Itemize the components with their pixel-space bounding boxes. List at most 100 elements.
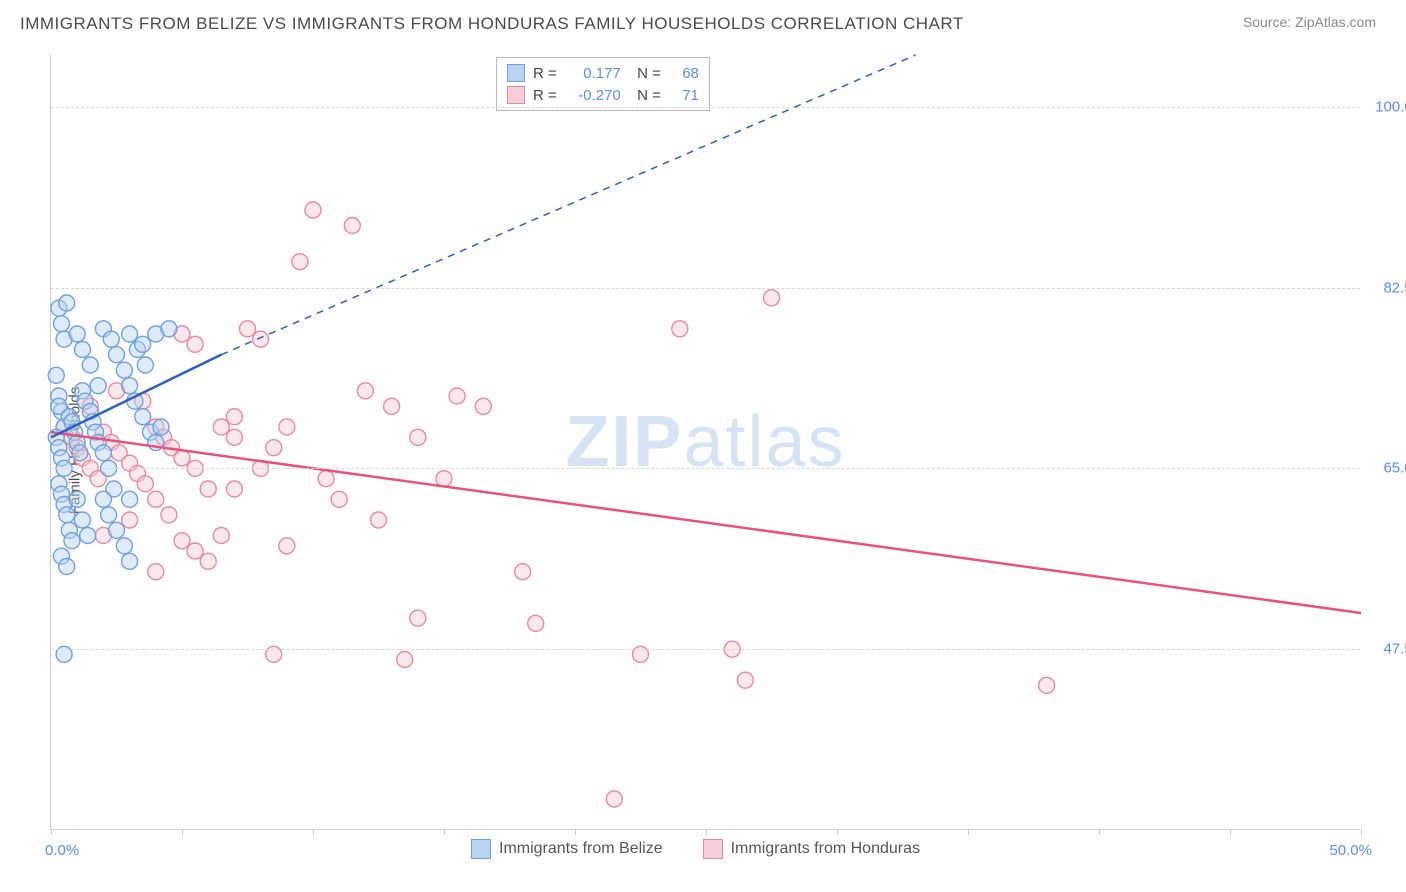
data-point: [135, 336, 151, 352]
data-point: [357, 383, 373, 399]
chart-plot-area: ZIPatlas Family Households R = 0.177 N =…: [50, 55, 1360, 830]
data-point: [397, 652, 413, 668]
n-value-honduras: 71: [669, 87, 699, 104]
gridline: [51, 649, 1360, 650]
data-point: [384, 398, 400, 414]
y-tick-label: 100.0%: [1375, 98, 1406, 115]
data-point: [737, 672, 753, 688]
data-point: [69, 326, 85, 342]
data-point: [122, 491, 138, 507]
n-label: N =: [629, 65, 661, 82]
data-point: [59, 295, 75, 311]
data-point: [187, 336, 203, 352]
data-point: [318, 471, 334, 487]
data-point: [174, 533, 190, 549]
legend-item-honduras: Immigrants from Honduras: [703, 839, 920, 859]
data-point: [226, 409, 242, 425]
y-tick-label: 65.0%: [1383, 460, 1406, 477]
data-point: [82, 357, 98, 373]
data-point: [606, 791, 622, 807]
data-point: [135, 409, 151, 425]
data-point: [305, 202, 321, 218]
data-point: [528, 615, 544, 631]
legend-label-honduras: Immigrants from Honduras: [731, 840, 920, 858]
data-point: [137, 357, 153, 373]
data-point: [410, 610, 426, 626]
data-point: [266, 440, 282, 456]
data-point: [148, 491, 164, 507]
x-tick: [1099, 829, 1100, 835]
r-label: R =: [533, 65, 557, 82]
data-point: [64, 533, 80, 549]
legend-item-belize: Immigrants from Belize: [471, 839, 663, 859]
x-tick: [51, 829, 52, 835]
n-value-belize: 68: [669, 65, 699, 82]
source-attribution: Source: ZipAtlas.com: [1243, 14, 1376, 30]
legend-label-belize: Immigrants from Belize: [499, 840, 663, 858]
x-tick-label-right: 50.0%: [1329, 842, 1372, 859]
data-point: [213, 419, 229, 435]
data-point: [344, 218, 360, 234]
data-point: [279, 419, 295, 435]
x-tick: [182, 829, 183, 835]
chart-title: IMMIGRANTS FROM BELIZE VS IMMIGRANTS FRO…: [20, 14, 964, 34]
swatch-honduras: [703, 839, 723, 859]
data-point: [161, 321, 177, 337]
data-point: [213, 528, 229, 544]
r-value-belize: 0.177: [565, 65, 621, 82]
data-point: [253, 331, 269, 347]
swatch-honduras: [507, 86, 525, 104]
data-point: [148, 564, 164, 580]
data-point: [137, 476, 153, 492]
x-tick: [313, 829, 314, 835]
data-point: [101, 507, 117, 523]
data-point: [153, 419, 169, 435]
data-point: [103, 331, 119, 347]
x-tick: [1361, 829, 1362, 835]
correlation-legend-box: R = 0.177 N = 68 R = -0.270 N = 71: [496, 57, 710, 111]
r-value-honduras: -0.270: [565, 87, 621, 104]
data-point: [109, 522, 125, 538]
data-point: [122, 378, 138, 394]
data-point: [1039, 677, 1055, 693]
data-point: [515, 564, 531, 580]
data-point: [187, 543, 203, 559]
swatch-belize: [471, 839, 491, 859]
data-point: [80, 528, 96, 544]
data-point: [200, 481, 216, 497]
data-point: [240, 321, 256, 337]
data-point: [72, 445, 88, 461]
scatter-svg: [51, 55, 1361, 830]
data-point: [410, 429, 426, 445]
data-point: [279, 538, 295, 554]
bottom-legend: Immigrants from Belize Immigrants from H…: [471, 839, 920, 859]
data-point: [436, 471, 452, 487]
gridline: [51, 468, 1360, 469]
data-point: [90, 378, 106, 394]
data-point: [48, 367, 64, 383]
x-tick-label-left: 0.0%: [45, 842, 79, 859]
data-point: [59, 559, 75, 575]
data-point: [74, 512, 90, 528]
swatch-belize: [507, 64, 525, 82]
data-point: [292, 254, 308, 270]
legend-row-belize: R = 0.177 N = 68: [507, 62, 699, 84]
regression-line: [51, 432, 1361, 613]
data-point: [69, 491, 85, 507]
data-point: [95, 445, 111, 461]
data-point: [161, 507, 177, 523]
x-tick: [968, 829, 969, 835]
data-point: [449, 388, 465, 404]
gridline: [51, 107, 1360, 108]
data-point: [764, 290, 780, 306]
data-point: [122, 326, 138, 342]
data-point: [74, 342, 90, 358]
data-point: [116, 362, 132, 378]
y-tick-label: 82.5%: [1383, 279, 1406, 296]
data-point: [475, 398, 491, 414]
legend-row-honduras: R = -0.270 N = 71: [507, 84, 699, 106]
data-point: [200, 553, 216, 569]
data-point: [95, 491, 111, 507]
data-point: [116, 538, 132, 554]
data-point: [226, 429, 242, 445]
